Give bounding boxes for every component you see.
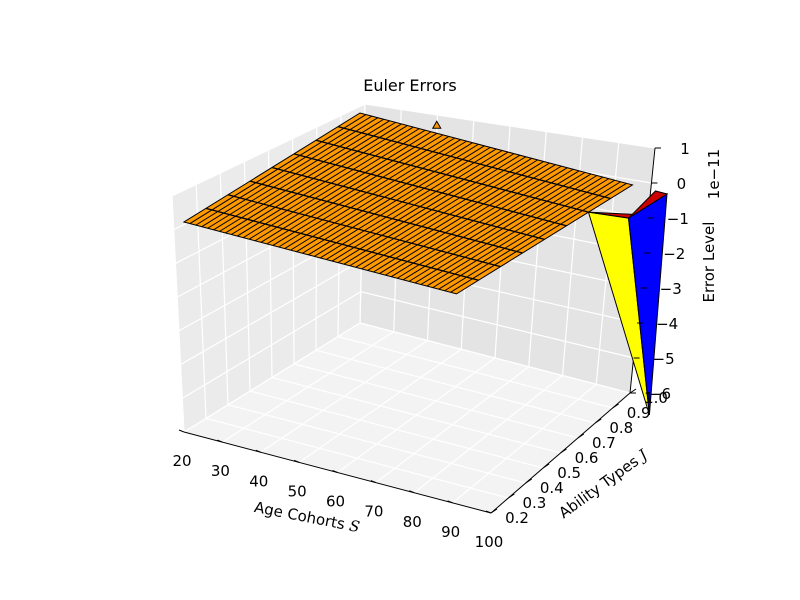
floor-grid-y <box>337 336 613 409</box>
tick-labels: 20 30 40 50 60 70 80 90 1000.20.30.40.50.60.70.8… <box>172 140 689 551</box>
x-axis-symbol: S <box>348 517 362 537</box>
y-tick <box>612 403 619 409</box>
z-tick-label: −2 <box>663 245 685 263</box>
floor-grid-y <box>315 349 596 424</box>
x-tick-label: 80 <box>403 513 422 531</box>
x-tick-label: 30 <box>211 462 230 480</box>
z-tick-label: 0 <box>677 175 687 193</box>
y-tick-label: 0.3 <box>522 494 546 512</box>
surface-row-line <box>293 153 567 227</box>
z-tick-label: 1 <box>680 140 690 158</box>
right-wall-grid-z <box>359 322 631 394</box>
z-tick-label: −1 <box>667 210 689 228</box>
y-tick <box>577 433 585 439</box>
x-tick <box>293 459 300 463</box>
surface-row-line <box>205 207 479 281</box>
left-wall-grid-z <box>180 259 362 366</box>
surface-row-line <box>315 139 589 213</box>
x-tick <box>370 480 377 484</box>
y-tick <box>525 478 533 484</box>
right-wall-grid-z <box>364 103 656 149</box>
x-tick-label: 20 <box>172 452 191 470</box>
chart-title: Euler Errors <box>363 76 457 95</box>
y-tick-label: 0.5 <box>557 464 581 482</box>
floor-grid-y <box>227 404 526 484</box>
z-tick-label: −3 <box>660 280 682 298</box>
floor-grid-y <box>293 363 579 439</box>
left-wall-grid-z <box>171 103 366 197</box>
x-tick-label: 60 <box>326 493 345 511</box>
spike-face-red-back <box>628 190 669 219</box>
y-tick-label: 0.7 <box>592 434 616 452</box>
y-tick <box>508 493 515 499</box>
surface-row-line <box>227 194 501 268</box>
floor-grid-y <box>249 390 544 469</box>
x-tick-label: 100 <box>475 533 504 551</box>
y-tick <box>542 463 550 469</box>
wall-grid-x <box>171 195 185 433</box>
z-tick-label: −4 <box>656 315 678 333</box>
pane-floor <box>184 323 630 513</box>
y-axis-label: Ability Types J <box>555 445 651 522</box>
x-tick <box>332 470 338 473</box>
error-surface <box>182 112 669 416</box>
floor-grid-y <box>271 376 561 454</box>
y-tick <box>594 418 602 424</box>
x-tick <box>409 490 415 494</box>
y-tick-label: 0.6 <box>575 449 599 467</box>
left-wall-grid-z <box>181 291 362 399</box>
x-tick-label: 90 <box>441 523 460 541</box>
tick-marks <box>178 147 661 514</box>
y-tick-label: 0.4 <box>540 479 564 497</box>
x-tick <box>485 510 492 514</box>
surface-row-line <box>337 125 611 200</box>
surface-row-line <box>271 166 545 241</box>
x-tick <box>217 439 223 443</box>
y-tick <box>490 508 498 514</box>
x-tick-label: 70 <box>364 503 383 521</box>
z-tick-label: −6 <box>649 385 671 403</box>
y-tick <box>629 388 637 394</box>
z-axis-label: Error Level <box>700 222 718 303</box>
y-tick-label: 0.9 <box>627 404 651 422</box>
z-offset-text: 1e−11 <box>705 149 723 199</box>
floor-grid-y <box>205 417 509 499</box>
y-tick-label: 0.2 <box>505 509 529 527</box>
x-tick-label: 40 <box>249 472 268 490</box>
x-tick <box>178 429 185 433</box>
y-tick-label: 1.0 <box>644 389 668 407</box>
x-tick <box>255 449 261 453</box>
z-tick-label: −5 <box>653 350 675 368</box>
x-tick-label: 50 <box>288 482 307 500</box>
right-wall-grid-z <box>360 291 634 359</box>
surface-row-line <box>249 180 523 254</box>
y-tick <box>560 448 567 454</box>
x-tick <box>447 500 453 504</box>
left-wall-grid-z <box>183 322 361 433</box>
y-tick-label: 0.8 <box>609 419 633 437</box>
surface-small-peak <box>431 120 442 129</box>
y-axis-label-text: Ability Types <box>555 449 646 522</box>
